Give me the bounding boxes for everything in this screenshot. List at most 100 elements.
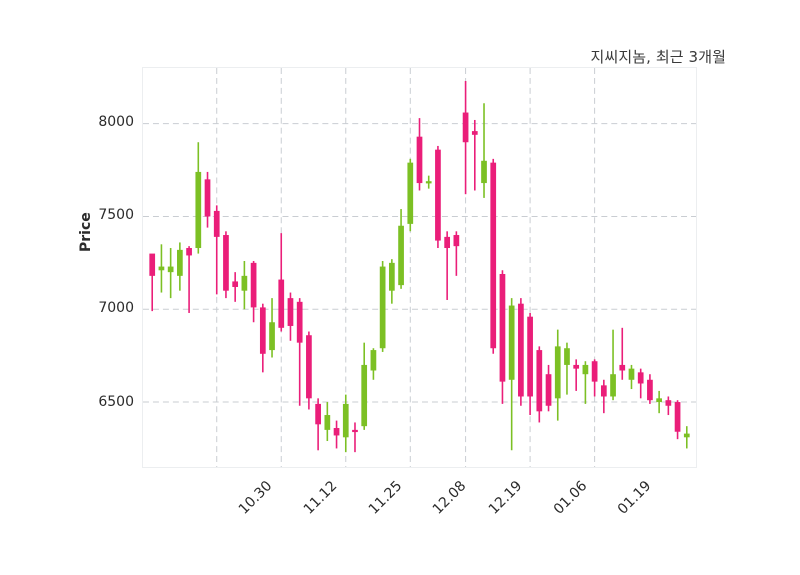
candle-body <box>610 374 616 397</box>
candlestick <box>241 261 248 310</box>
candlestick-series <box>149 80 690 453</box>
candlestick <box>342 394 349 453</box>
y-tick-label: 8000 <box>98 113 134 130</box>
x-tick-label: 12.19 <box>485 478 526 518</box>
candlestick <box>444 231 451 300</box>
candle-body <box>647 379 653 401</box>
candlestick <box>177 242 183 291</box>
candlestick <box>407 158 414 232</box>
y-tick-label: 7000 <box>98 300 134 317</box>
candle-body <box>582 364 589 375</box>
candle-body <box>444 236 451 249</box>
candle-body <box>315 403 321 425</box>
candle-body <box>490 162 497 349</box>
candlestick <box>545 364 552 412</box>
candle-body <box>536 350 543 412</box>
candle-body <box>370 350 377 371</box>
candlestick <box>425 175 432 189</box>
candlestick <box>269 298 275 358</box>
candle-body <box>324 415 331 430</box>
candlestick <box>186 246 192 313</box>
candle-body <box>232 281 239 287</box>
candle-body <box>628 368 635 380</box>
candlestick <box>195 142 202 254</box>
x-tick-label: 12.08 <box>429 478 470 518</box>
x-tick-label: 01.19 <box>614 478 655 518</box>
candlestick <box>324 402 331 442</box>
candle-body <box>499 273 506 382</box>
candlestick <box>628 364 635 390</box>
candlestick <box>508 298 515 451</box>
candle-body <box>241 275 248 291</box>
candle-body <box>259 307 266 354</box>
candle-body <box>416 136 423 184</box>
candlestick <box>333 420 340 449</box>
candlestick <box>665 396 672 416</box>
candlestick <box>204 171 211 228</box>
candlestick <box>250 261 257 323</box>
candlestick <box>554 329 561 421</box>
candlestick <box>287 292 294 341</box>
candle-body <box>342 403 349 438</box>
candle-body <box>352 429 358 433</box>
candlestick <box>259 303 266 373</box>
candlestick <box>527 312 533 416</box>
candlestick <box>398 209 404 289</box>
candlestick <box>499 270 506 404</box>
candle-body <box>306 335 312 399</box>
candlestick <box>352 422 358 453</box>
candle-body <box>453 235 460 247</box>
candlestick <box>600 379 607 414</box>
candle-body <box>333 428 340 436</box>
candle-body <box>527 316 533 397</box>
candlestick <box>149 253 156 312</box>
candlestick <box>481 103 487 198</box>
candle-body <box>250 262 257 308</box>
candlestick <box>582 361 589 404</box>
candlestick <box>158 244 165 293</box>
y-tick-label: 6500 <box>98 393 134 410</box>
candlestick <box>610 329 616 401</box>
candle-body <box>223 235 229 291</box>
candlestick <box>647 374 653 404</box>
candle-body <box>425 181 432 184</box>
candle-body <box>398 225 404 286</box>
candle-body <box>600 385 607 397</box>
candle-body <box>379 266 386 349</box>
candlestick <box>674 400 681 440</box>
plot-area <box>142 67 697 468</box>
candlestick <box>361 342 368 430</box>
candle-body <box>591 361 598 382</box>
candle-body <box>388 262 395 291</box>
candle-body <box>481 160 487 184</box>
candlestick <box>564 342 570 395</box>
candlestick <box>683 426 690 449</box>
candle-body <box>518 303 524 397</box>
x-tick-label: 11.25 <box>365 478 405 518</box>
candlestick <box>223 231 229 299</box>
candle-body <box>158 266 165 271</box>
candle-body <box>278 279 285 328</box>
candlestick <box>370 348 377 380</box>
candlestick <box>637 368 644 399</box>
candle-body <box>435 149 441 241</box>
candlestick <box>656 390 662 414</box>
candlestick <box>462 80 469 195</box>
candle-body <box>204 179 211 217</box>
candlestick <box>296 298 303 406</box>
candle-body <box>361 364 368 427</box>
x-tick-label: 10.30 <box>235 478 276 518</box>
candle-body <box>471 131 478 135</box>
candle-body <box>573 364 580 369</box>
candlestick <box>435 145 441 249</box>
candlestick <box>306 331 312 410</box>
y-axis-tick-labels: 6500 7000 7500 8000 <box>0 0 134 575</box>
candle-body <box>554 346 561 399</box>
candlestick <box>315 398 321 451</box>
candlestick <box>278 233 285 332</box>
candle-body <box>167 266 174 273</box>
candlestick <box>379 261 386 352</box>
candlestick <box>573 359 580 391</box>
candle-body <box>296 301 303 343</box>
